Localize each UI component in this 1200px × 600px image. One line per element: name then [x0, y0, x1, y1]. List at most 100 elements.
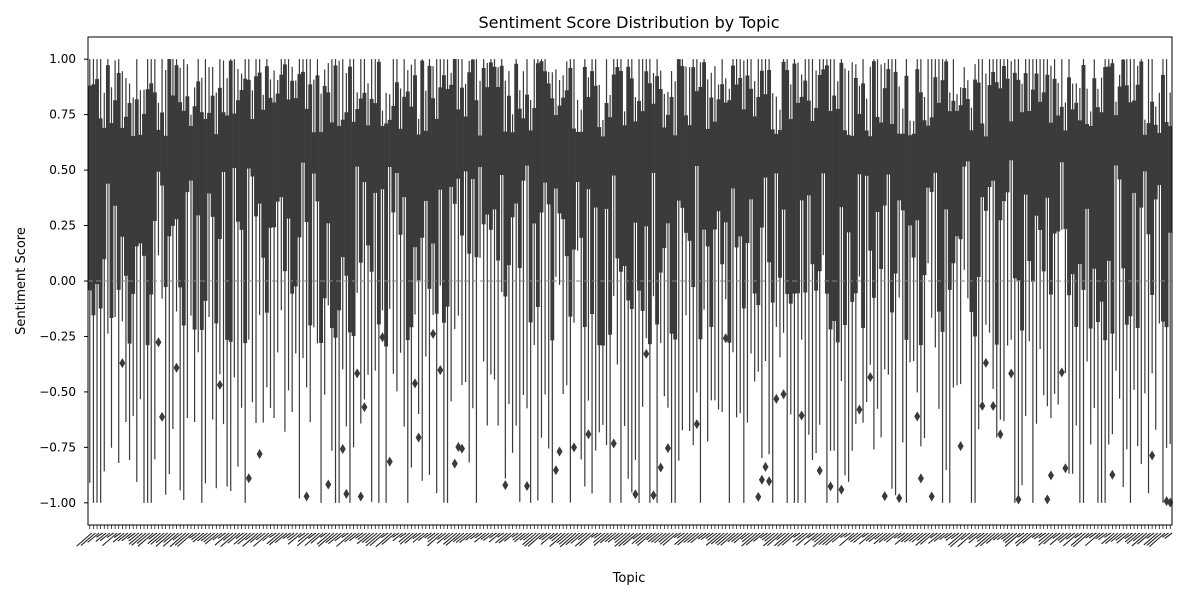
- x-tick-label-mark: [522, 532, 537, 546]
- x-tick-label-mark: [579, 532, 595, 547]
- outlier-point: [415, 432, 422, 443]
- box: [940, 80, 945, 332]
- box: [676, 59, 681, 201]
- x-tick-label-mark: [514, 532, 526, 543]
- box: [373, 103, 378, 193]
- box: [1049, 122, 1053, 295]
- x-tick-label-mark: [549, 532, 559, 540]
- x-tick-label-mark: [349, 532, 360, 542]
- x-tick-label-mark: [298, 532, 306, 539]
- box: [825, 65, 829, 294]
- box: [644, 71, 649, 227]
- box: [228, 60, 233, 342]
- y-axis: −1.00 −0.75 −0.50 −0.25 0.00 0.25 0.50 0.75 1.00: [39, 52, 88, 510]
- x-tick-label-mark: [412, 532, 421, 540]
- box: [669, 96, 674, 334]
- box: [1088, 126, 1093, 329]
- x-tick-label-mark: [95, 532, 107, 542]
- x-tick-label-mark: [831, 532, 844, 543]
- box: [138, 134, 143, 244]
- x-tick-label-mark: [945, 532, 956, 541]
- box: [232, 113, 237, 168]
- x-tick-label-mark: [740, 532, 750, 540]
- x-tick-label-mark: [915, 532, 931, 546]
- x-tick-label-mark: [227, 532, 241, 544]
- box: [445, 89, 450, 307]
- box: [1005, 78, 1010, 193]
- box: [557, 105, 562, 214]
- x-tick-label-mark: [1110, 532, 1122, 543]
- x-tick-label-mark: [318, 532, 335, 547]
- x-tick-label-mark: [355, 532, 364, 539]
- x-tick-label-mark: [933, 532, 945, 542]
- x-tick-label-mark: [618, 532, 635, 547]
- x-tick-label-mark: [593, 532, 606, 543]
- box: [738, 77, 743, 237]
- outlier-point: [766, 476, 773, 487]
- x-tick-label-mark: [325, 532, 338, 544]
- x-tick-label-mark: [822, 532, 837, 546]
- x-tick-label-mark: [399, 532, 407, 539]
- x-tick-label-mark: [297, 532, 309, 543]
- box: [395, 82, 399, 173]
- box: [694, 91, 699, 166]
- outlier-point: [632, 489, 639, 500]
- x-tick-label-mark: [793, 532, 801, 538]
- box: [131, 136, 136, 294]
- box: [225, 115, 230, 340]
- outlier-point: [437, 365, 444, 376]
- x-tick-label-mark: [163, 532, 176, 543]
- x-tick-label-mark: [131, 532, 147, 546]
- box: [521, 118, 526, 181]
- box: [438, 87, 443, 190]
- x-tick-label-mark: [690, 532, 703, 544]
- box: [1146, 123, 1151, 235]
- x-tick-label-mark: [455, 532, 468, 544]
- x-tick-label-mark: [714, 532, 729, 544]
- x-tick-label-mark: [427, 532, 443, 547]
- outlier-point: [610, 438, 617, 449]
- box: [929, 117, 934, 193]
- x-tick-label-mark: [1043, 532, 1057, 545]
- box: [243, 78, 248, 344]
- x-tick-label-mark: [540, 532, 555, 545]
- outlier-point: [1008, 368, 1015, 379]
- x-tick-label-mark: [437, 532, 447, 540]
- x-tick-label-mark: [957, 532, 974, 548]
- box: [947, 111, 952, 290]
- box: [1139, 61, 1144, 208]
- x-tick-label-mark: [1052, 532, 1061, 539]
- box: [803, 80, 808, 293]
- x-tick-label-mark: [334, 532, 346, 542]
- box: [1067, 77, 1071, 296]
- box: [781, 61, 786, 210]
- box: [503, 131, 508, 297]
- box: [185, 96, 190, 193]
- box: [1023, 73, 1028, 195]
- x-tick-label-mark: [705, 532, 714, 540]
- box: [142, 113, 146, 256]
- box: [886, 69, 891, 175]
- x-tick-label-mark: [361, 532, 374, 544]
- x-tick-label-mark: [604, 532, 617, 543]
- x-tick-label-mark: [1015, 532, 1032, 547]
- box: [431, 98, 435, 244]
- x-tick-label-mark: [426, 532, 436, 540]
- box: [402, 96, 407, 198]
- box: [405, 91, 410, 341]
- box: [915, 69, 920, 221]
- box: [709, 97, 714, 327]
- x-tick-label-mark: [220, 532, 237, 548]
- x-tick-label-mark: [766, 532, 783, 547]
- outlier-point: [917, 473, 924, 484]
- box: [1153, 124, 1158, 200]
- plot-area: [87, 59, 1174, 508]
- outlier-point: [173, 362, 180, 373]
- box: [687, 125, 692, 241]
- box: [973, 79, 977, 337]
- x-tick-label-mark: [614, 532, 627, 544]
- x-tick-label-mark: [336, 532, 353, 547]
- box: [376, 61, 381, 325]
- x-tick-label-mark: [731, 532, 743, 543]
- x-tick-label-mark: [128, 532, 143, 545]
